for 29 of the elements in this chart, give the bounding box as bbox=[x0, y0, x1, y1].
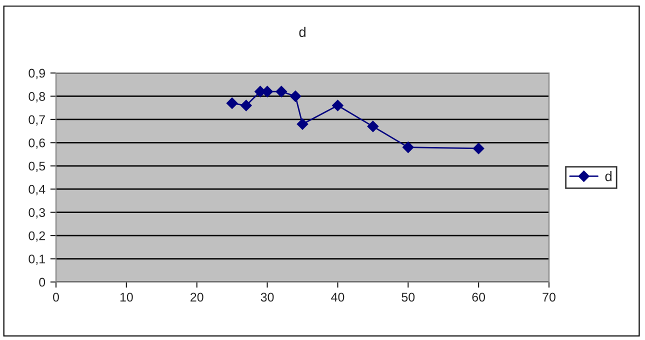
point bbox=[240, 100, 252, 112]
point bbox=[367, 120, 379, 132]
y-tick-label: 0,1 bbox=[28, 254, 45, 265]
y-tick-label: 0,5 bbox=[28, 162, 46, 172]
point bbox=[296, 118, 308, 130]
x-tick-label: 30 bbox=[260, 292, 274, 302]
point bbox=[472, 142, 484, 154]
y-tick-label: 0,4 bbox=[28, 184, 46, 196]
point bbox=[332, 100, 344, 112]
x-tick-label: 70 bbox=[542, 292, 556, 302]
x-tick-label: 20 bbox=[190, 292, 204, 302]
x-tick-label: 10 bbox=[120, 292, 133, 302]
x-tick-label: 60 bbox=[472, 292, 486, 302]
y-tick-label: 0 bbox=[39, 278, 46, 287]
y-tick-label: 0,3 bbox=[28, 208, 46, 218]
y-tick-label: 0,8 bbox=[28, 92, 46, 102]
point bbox=[290, 90, 302, 102]
chart-title: d bbox=[299, 26, 306, 38]
y-tick-label: 0,9 bbox=[28, 68, 45, 80]
y-tick-label: 0,6 bbox=[28, 138, 46, 149]
point bbox=[276, 86, 287, 98]
point bbox=[226, 98, 238, 109]
legend-label: d bbox=[605, 171, 612, 182]
y-tick-label: 0,2 bbox=[28, 231, 45, 242]
x-tick-label: 50 bbox=[402, 292, 415, 302]
x-tick-label: 40 bbox=[331, 292, 344, 302]
point bbox=[402, 142, 414, 153]
y-tick-label: 0,7 bbox=[28, 115, 45, 126]
x-tick-label: 0 bbox=[53, 292, 59, 302]
